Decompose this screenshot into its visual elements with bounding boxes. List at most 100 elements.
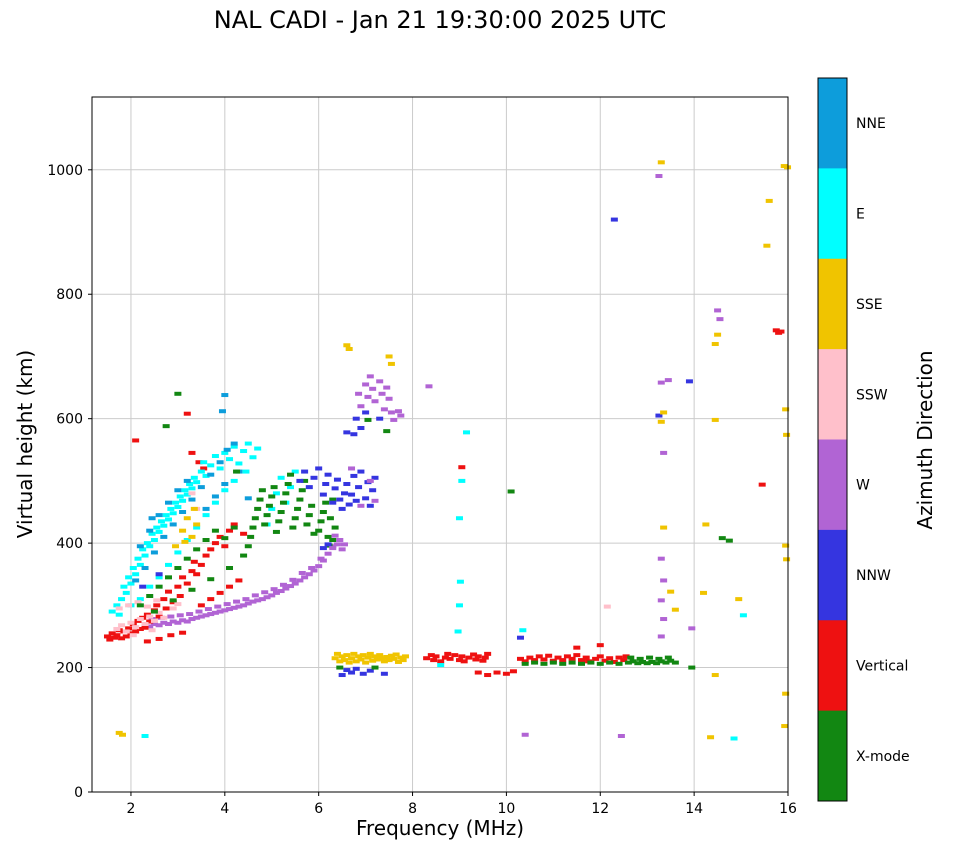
data-point <box>639 659 647 664</box>
data-point <box>371 665 379 670</box>
data-point <box>352 416 360 421</box>
data-point <box>660 450 668 455</box>
data-point <box>141 625 149 630</box>
data-point <box>592 656 600 661</box>
data-point <box>315 466 323 471</box>
data-point <box>366 478 374 483</box>
data-point <box>103 634 111 639</box>
data-point <box>355 654 363 659</box>
data-point <box>472 657 480 662</box>
data-point <box>336 659 344 664</box>
data-point <box>667 589 675 594</box>
data-point <box>296 578 304 583</box>
data-point <box>204 607 212 612</box>
data-point <box>113 603 121 608</box>
data-point <box>150 550 158 555</box>
data-point <box>474 654 482 659</box>
data-point <box>268 494 276 499</box>
data-point <box>688 626 696 631</box>
data-point <box>455 516 463 521</box>
data-point <box>348 656 356 661</box>
data-point <box>261 522 269 527</box>
data-point <box>251 593 259 598</box>
data-point <box>216 466 224 471</box>
data-point <box>207 597 215 602</box>
data-point <box>319 546 327 551</box>
data-point <box>357 404 365 409</box>
data-point <box>111 635 119 640</box>
data-point <box>211 610 219 615</box>
data-point <box>122 634 130 639</box>
data-point <box>603 604 611 609</box>
data-point <box>258 488 266 493</box>
data-point <box>155 575 163 580</box>
data-point <box>141 734 149 739</box>
data-point <box>183 581 191 586</box>
data-point <box>176 613 184 618</box>
data-point <box>455 603 463 608</box>
data-point <box>261 590 269 595</box>
data-point <box>207 472 215 477</box>
data-point <box>188 497 196 502</box>
data-point <box>521 732 529 737</box>
data-point <box>294 506 302 511</box>
data-point <box>164 575 172 580</box>
data-point <box>345 660 353 665</box>
data-point <box>162 513 170 518</box>
data-point <box>211 454 219 459</box>
data-point <box>230 478 238 483</box>
data-point <box>153 603 161 608</box>
data-point <box>371 654 379 659</box>
data-point <box>242 469 250 474</box>
data-point <box>465 655 473 660</box>
x-tick-label: 10 <box>497 801 515 817</box>
data-point <box>772 328 780 333</box>
data-point <box>244 544 252 549</box>
data-point <box>620 658 628 663</box>
data-point <box>380 671 388 676</box>
data-point <box>174 602 182 607</box>
data-point <box>369 386 377 391</box>
data-point <box>221 393 229 398</box>
data-point <box>554 655 562 660</box>
data-point <box>226 584 234 589</box>
data-point <box>340 658 348 663</box>
colorbar-segment-ssw <box>818 349 847 440</box>
data-point <box>202 553 210 558</box>
data-point <box>202 506 210 511</box>
data-point <box>531 658 539 663</box>
x-tick-label: 16 <box>779 801 797 817</box>
data-point <box>127 581 135 586</box>
data-point <box>195 460 203 465</box>
data-point <box>148 531 156 536</box>
data-point <box>331 656 339 661</box>
data-point <box>559 661 567 666</box>
data-point <box>277 475 285 480</box>
data-point <box>615 655 623 660</box>
data-point <box>324 472 332 477</box>
data-point <box>172 544 180 549</box>
data-point <box>200 466 208 471</box>
data-point <box>352 659 360 664</box>
data-point <box>167 633 175 638</box>
data-point <box>193 547 201 552</box>
data-point <box>256 497 264 502</box>
data-point <box>305 485 313 490</box>
data-point <box>233 599 241 604</box>
data-point <box>359 653 367 658</box>
data-point <box>291 581 299 586</box>
data-point <box>549 660 557 665</box>
data-point <box>350 651 358 656</box>
data-point <box>146 594 154 599</box>
data-point <box>221 544 229 549</box>
data-point <box>254 506 262 511</box>
colorbar-segment-w <box>818 439 847 531</box>
data-point <box>387 410 395 415</box>
data-point <box>359 671 367 676</box>
data-point <box>207 612 215 617</box>
data-point <box>338 673 346 678</box>
x-axis-label: Frequency (MHz) <box>355 816 525 840</box>
data-point <box>366 651 374 656</box>
data-point <box>176 494 184 499</box>
data-point <box>336 665 344 670</box>
